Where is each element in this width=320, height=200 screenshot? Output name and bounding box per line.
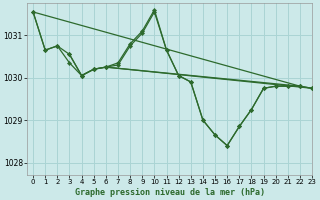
X-axis label: Graphe pression niveau de la mer (hPa): Graphe pression niveau de la mer (hPa) [75,188,265,197]
